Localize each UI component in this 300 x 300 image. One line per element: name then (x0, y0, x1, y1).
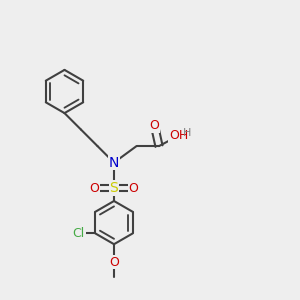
Text: OH: OH (169, 129, 188, 142)
Text: H: H (183, 128, 192, 138)
Text: O: O (129, 182, 138, 195)
Text: O: O (90, 182, 99, 195)
Text: S: S (110, 181, 118, 195)
Text: Cl: Cl (73, 227, 85, 240)
Text: O: O (109, 256, 119, 269)
Text: O: O (150, 119, 159, 132)
Text: N: N (109, 156, 119, 170)
